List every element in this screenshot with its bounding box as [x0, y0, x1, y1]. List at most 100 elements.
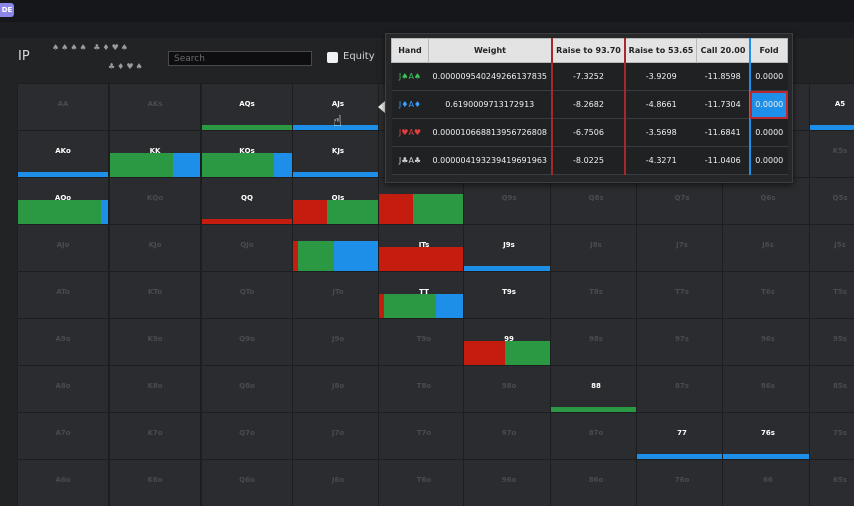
range-cell[interactable]: J9s — [463, 224, 555, 272]
col-raise-small[interactable]: Raise to 53.65 — [624, 38, 697, 63]
range-cell[interactable]: AKs — [109, 83, 201, 131]
range-cell[interactable]: K5s — [809, 130, 854, 178]
range-cell[interactable]: QJs — [292, 177, 384, 225]
col-weight[interactable]: Weight — [428, 38, 553, 63]
range-cell[interactable]: QQ — [201, 177, 293, 225]
col-fold[interactable]: Fold — [749, 38, 788, 63]
range-cell[interactable]: AKo — [17, 130, 109, 178]
range-cell[interactable]: QTo — [201, 271, 293, 319]
range-cell[interactable]: 87o — [550, 412, 642, 460]
range-cell[interactable]: J8s — [550, 224, 642, 272]
range-cell[interactable]: AJs — [292, 83, 384, 131]
range-cell[interactable]: A5 — [809, 83, 854, 131]
range-cell[interactable]: 65s — [809, 459, 854, 506]
range-cell[interactable]: KQo — [109, 177, 201, 225]
range-cell[interactable]: Q8o — [201, 365, 293, 413]
range-cell[interactable]: J5s — [809, 224, 854, 272]
range-cell[interactable]: 88 — [550, 365, 642, 413]
hand-row[interactable]: J♣A♣ 0.0000041932394196919​63 -8.0225 -4.32… — [391, 146, 788, 175]
range-cell[interactable]: A9o — [17, 318, 109, 366]
range-cell-label: K6o — [147, 476, 163, 484]
range-cell[interactable]: AA — [17, 83, 109, 131]
range-cell[interactable]: 98o — [463, 365, 555, 413]
col-raise-big[interactable]: Raise to 93.70 — [551, 38, 626, 63]
range-cell[interactable]: A8o — [17, 365, 109, 413]
range-cell[interactable]: 97o — [463, 412, 555, 460]
range-cell[interactable]: Q6s — [722, 177, 814, 225]
range-cell[interactable]: KJs — [292, 130, 384, 178]
range-cell[interactable]: 99 — [463, 318, 555, 366]
strategy-bar — [110, 153, 173, 177]
range-cell[interactable]: J7o — [292, 412, 384, 460]
range-cell[interactable]: J6s — [722, 224, 814, 272]
range-cell[interactable]: KTo — [109, 271, 201, 319]
range-cell[interactable]: Q8s — [550, 177, 642, 225]
range-cell[interactable]: 75s — [809, 412, 854, 460]
range-cell[interactable]: K6o — [109, 459, 201, 506]
range-cell[interactable]: Q5s — [809, 177, 854, 225]
range-cell[interactable]: KK — [109, 130, 201, 178]
range-cell[interactable]: K8o — [109, 365, 201, 413]
range-cell[interactable]: Q7s — [636, 177, 728, 225]
range-cell[interactable]: 86o — [550, 459, 642, 506]
col-call[interactable]: Call 20.00 — [696, 38, 751, 63]
range-cell[interactable]: Q7o — [201, 412, 293, 460]
suit-filter-row-2[interactable]: ♣♦♥♠ — [108, 62, 145, 71]
range-cell[interactable]: K9o — [109, 318, 201, 366]
range-cell[interactable]: T9o — [378, 318, 470, 366]
hand-row[interactable]: J♦A♦ 0.6190009713172913 -8.2682 -4.8661 -11.… — [391, 90, 788, 119]
range-cell-label: 87s — [675, 382, 689, 390]
range-cell[interactable]: KQs — [201, 130, 293, 178]
range-cell[interactable]: A6o — [17, 459, 109, 506]
range-cell[interactable]: 97s — [636, 318, 728, 366]
range-cell[interactable]: 98s — [550, 318, 642, 366]
range-cell[interactable]: 96s — [722, 318, 814, 366]
range-cell[interactable]: KJo — [109, 224, 201, 272]
range-cell[interactable]: T8s — [550, 271, 642, 319]
range-cell[interactable]: T9s — [463, 271, 555, 319]
range-cell[interactable]: 85s — [809, 365, 854, 413]
range-cell[interactable]: 87s — [636, 365, 728, 413]
range-cell[interactable]: T8o — [378, 365, 470, 413]
range-cell[interactable]: 76o — [636, 459, 728, 506]
range-cell[interactable]: AQs — [201, 83, 293, 131]
range-cell[interactable]: Q9s — [463, 177, 555, 225]
range-cell[interactable]: ATo — [17, 271, 109, 319]
range-cell[interactable]: JTs — [378, 224, 470, 272]
range-cell[interactable]: 95s — [809, 318, 854, 366]
range-cell[interactable]: T7o — [378, 412, 470, 460]
range-cell[interactable]: J8o — [292, 365, 384, 413]
range-cell[interactable]: JJ — [292, 224, 384, 272]
hand-detail-table: Hand Weight Raise to 93.70 Raise to 53.6… — [391, 38, 788, 175]
range-cell[interactable]: J7s — [636, 224, 728, 272]
strategy-bar — [413, 194, 469, 224]
range-cell[interactable]: 66 — [722, 459, 814, 506]
range-cell[interactable]: 86s — [722, 365, 814, 413]
range-cell[interactable]: T7s — [636, 271, 728, 319]
range-cell[interactable]: 96o — [463, 459, 555, 506]
range-cell[interactable]: AJo — [17, 224, 109, 272]
range-cell[interactable]: JTo — [292, 271, 384, 319]
range-cell[interactable]: Q9o — [201, 318, 293, 366]
hand-row[interactable]: J♠A♠ 0.0000095402492661378​35 -7.3252 -3.92… — [391, 62, 788, 91]
range-cell[interactable]: QTs — [378, 177, 470, 225]
range-cell[interactable]: AQo — [17, 177, 109, 225]
range-cell[interactable]: T5s — [809, 271, 854, 319]
app-badge[interactable]: DE — [0, 3, 14, 17]
col-hand[interactable]: Hand — [391, 38, 429, 63]
range-cell[interactable]: QJo — [201, 224, 293, 272]
range-cell[interactable]: K7o — [109, 412, 201, 460]
range-cell[interactable]: J9o — [292, 318, 384, 366]
range-cell[interactable]: 76s — [722, 412, 814, 460]
range-cell[interactable]: T6s — [722, 271, 814, 319]
range-cell[interactable]: T6o — [378, 459, 470, 506]
suit-filter-row-1[interactable]: ♠♠♠♠ ♣♦♥♠ — [52, 43, 130, 52]
range-cell[interactable]: A7o — [17, 412, 109, 460]
range-cell[interactable]: 77 — [636, 412, 728, 460]
range-cell[interactable]: J6o — [292, 459, 384, 506]
range-cell[interactable]: TT — [378, 271, 470, 319]
equity-checkbox[interactable] — [327, 52, 338, 63]
hand-row[interactable]: J♥A♥ 0.0000106688139567268​08 -6.7506 -3.56… — [391, 118, 788, 147]
range-cell[interactable]: Q6o — [201, 459, 293, 506]
search-input[interactable] — [168, 51, 312, 66]
